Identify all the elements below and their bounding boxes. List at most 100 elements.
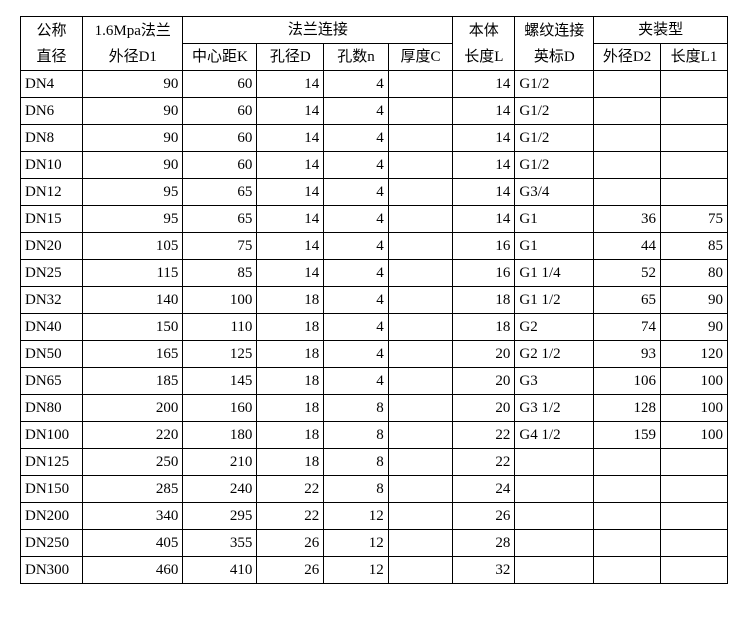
cell-k: 75 (183, 233, 257, 260)
cell-dn: DN25 (21, 260, 83, 287)
cell-k: 60 (183, 152, 257, 179)
cell-l1 (661, 476, 728, 503)
col-hole-count: 孔数n (324, 44, 388, 71)
table-row: DN5016512518420G2 1/293120 (21, 341, 728, 368)
header-text: 外径D1 (109, 49, 157, 65)
cell-d1: 460 (83, 557, 183, 584)
cell-c (388, 71, 453, 98)
cell-l1: 80 (661, 260, 728, 287)
cell-dn: DN15 (21, 206, 83, 233)
cell-d: 22 (257, 503, 324, 530)
cell-d2: 106 (594, 368, 661, 395)
cell-thread: G1/2 (515, 152, 594, 179)
cell-l1: 100 (661, 395, 728, 422)
header-text: 孔径D (270, 49, 311, 65)
cell-d1: 105 (83, 233, 183, 260)
cell-d1: 90 (83, 71, 183, 98)
table-row: DN4906014414G1/2 (21, 71, 728, 98)
cell-k: 60 (183, 98, 257, 125)
cell-k: 60 (183, 71, 257, 98)
col-thickness: 厚度C (388, 44, 453, 71)
table-row: DN15956514414G13675 (21, 206, 728, 233)
col-body-len: 本体 长度L (453, 17, 515, 71)
cell-d: 14 (257, 98, 324, 125)
cell-d2: 36 (594, 206, 661, 233)
col-flange-od: 1.6Mpa法兰 外径D1 (83, 17, 183, 71)
cell-c (388, 395, 453, 422)
cell-d: 18 (257, 449, 324, 476)
cell-c (388, 179, 453, 206)
table-row: DN201057514416G14485 (21, 233, 728, 260)
cell-d: 18 (257, 422, 324, 449)
table-row: DN4015011018418G27490 (21, 314, 728, 341)
cell-c (388, 125, 453, 152)
col-hole-dia: 孔径D (257, 44, 324, 71)
cell-d2 (594, 557, 661, 584)
cell-l: 18 (453, 314, 515, 341)
cell-d2: 52 (594, 260, 661, 287)
table-row: DN3214010018418G1 1/26590 (21, 287, 728, 314)
cell-d: 14 (257, 179, 324, 206)
header-text: 本体 (469, 23, 499, 39)
cell-k: 295 (183, 503, 257, 530)
cell-l: 16 (453, 260, 515, 287)
cell-d2 (594, 71, 661, 98)
cell-thread: G4 1/2 (515, 422, 594, 449)
table-row: DN250405355261228 (21, 530, 728, 557)
cell-d1: 115 (83, 260, 183, 287)
cell-d: 22 (257, 476, 324, 503)
cell-thread (515, 476, 594, 503)
header-text: 长度L1 (671, 49, 718, 65)
header-text: 英标D (534, 49, 575, 65)
cell-d2 (594, 530, 661, 557)
cell-n: 8 (324, 449, 388, 476)
header-text: 1.6Mpa法兰 (95, 23, 171, 39)
cell-l1: 85 (661, 233, 728, 260)
cell-l1 (661, 449, 728, 476)
col-group-clamp-type: 夹装型 (594, 17, 728, 44)
cell-dn: DN20 (21, 233, 83, 260)
cell-l: 14 (453, 152, 515, 179)
header-text: 法兰连接 (288, 22, 348, 38)
cell-l1: 100 (661, 422, 728, 449)
cell-dn: DN125 (21, 449, 83, 476)
header-text: 长度L (464, 49, 503, 65)
cell-thread: G3/4 (515, 179, 594, 206)
spec-table: 公称 直径 1.6Mpa法兰 外径D1 法兰连接 本体 长度L 螺纹连接 英标D (20, 16, 728, 584)
cell-l: 20 (453, 368, 515, 395)
table-header: 公称 直径 1.6Mpa法兰 外径D1 法兰连接 本体 长度L 螺纹连接 英标D (21, 17, 728, 71)
cell-n: 8 (324, 476, 388, 503)
page: 公称 直径 1.6Mpa法兰 外径D1 法兰连接 本体 长度L 螺纹连接 英标D (0, 0, 748, 620)
table-row: DN8020016018820G3 1/2128100 (21, 395, 728, 422)
cell-l: 14 (453, 179, 515, 206)
header-text: 夹装型 (638, 22, 683, 38)
cell-c (388, 449, 453, 476)
cell-thread: G1 1/4 (515, 260, 594, 287)
cell-k: 410 (183, 557, 257, 584)
header-text: 中心距K (192, 49, 248, 65)
cell-dn: DN200 (21, 503, 83, 530)
cell-dn: DN6 (21, 98, 83, 125)
cell-l: 14 (453, 71, 515, 98)
cell-l: 32 (453, 557, 515, 584)
cell-n: 4 (324, 314, 388, 341)
cell-d: 18 (257, 341, 324, 368)
cell-n: 4 (324, 260, 388, 287)
header-text: 直径 (37, 49, 67, 65)
cell-n: 4 (324, 368, 388, 395)
cell-l1: 90 (661, 314, 728, 341)
cell-l1: 75 (661, 206, 728, 233)
cell-k: 60 (183, 125, 257, 152)
cell-dn: DN32 (21, 287, 83, 314)
cell-k: 125 (183, 341, 257, 368)
header-text: 公称 (37, 23, 67, 39)
col-group-flange-conn: 法兰连接 (183, 17, 453, 44)
cell-l1 (661, 125, 728, 152)
cell-n: 4 (324, 179, 388, 206)
table-row: DN300460410261232 (21, 557, 728, 584)
cell-d1: 90 (83, 125, 183, 152)
cell-d2 (594, 476, 661, 503)
table-row: DN8906014414G1/2 (21, 125, 728, 152)
cell-dn: DN10 (21, 152, 83, 179)
table-row: DN6906014414G1/2 (21, 98, 728, 125)
